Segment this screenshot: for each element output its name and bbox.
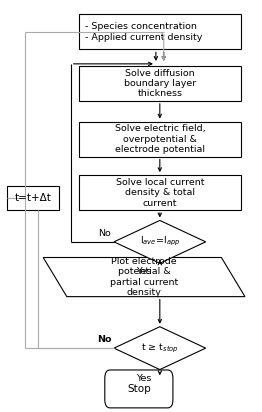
Text: Stop: Stop	[127, 384, 151, 394]
Text: Yes: Yes	[137, 267, 152, 276]
Text: Solve diffusion
boundary layer
thickness: Solve diffusion boundary layer thickness	[124, 68, 196, 98]
Text: Yes: Yes	[137, 374, 152, 383]
FancyBboxPatch shape	[79, 175, 241, 210]
Text: I$_{ave}$=I$_{app}$: I$_{ave}$=I$_{app}$	[140, 235, 180, 248]
Polygon shape	[114, 327, 206, 370]
Text: t ≥ t$_{stop}$: t ≥ t$_{stop}$	[141, 342, 179, 355]
FancyBboxPatch shape	[79, 14, 241, 49]
Polygon shape	[43, 258, 245, 297]
Text: Solve local current
density & total
current: Solve local current density & total curr…	[116, 178, 204, 208]
Text: Solve electric field,
overpotential &
electrode potential: Solve electric field, overpotential & el…	[114, 124, 205, 154]
FancyBboxPatch shape	[7, 186, 59, 210]
Text: - Species concentration
- Applied current density: - Species concentration - Applied curren…	[85, 22, 203, 42]
Text: No: No	[97, 335, 111, 344]
FancyBboxPatch shape	[79, 122, 241, 157]
Text: Plot electrode
potential &
partial current
density: Plot electrode potential & partial curre…	[110, 257, 178, 297]
FancyBboxPatch shape	[79, 66, 241, 101]
Polygon shape	[114, 220, 206, 263]
Text: No: No	[99, 229, 111, 238]
FancyBboxPatch shape	[105, 370, 173, 408]
Text: t=t+Δt: t=t+Δt	[14, 193, 51, 203]
